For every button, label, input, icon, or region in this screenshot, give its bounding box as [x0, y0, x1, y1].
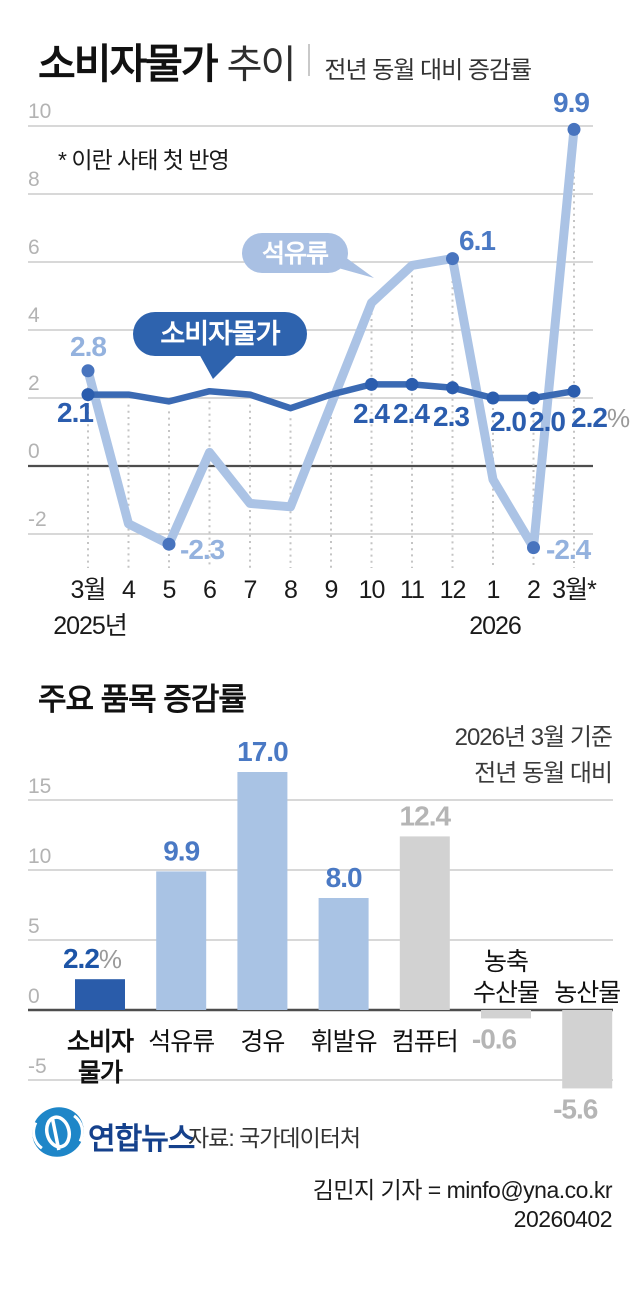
month-tick-label: 3월*: [552, 576, 597, 604]
month-tick-label: 5: [163, 576, 176, 604]
bar-category-label: 경유: [240, 1028, 284, 1056]
data-point-dot: [405, 377, 419, 391]
bar-value-label: -5.6: [553, 1093, 598, 1124]
month-tick-label: 7: [244, 576, 257, 604]
bar-value-label: 17.0: [237, 736, 288, 767]
y-tick-label: 2: [28, 372, 40, 395]
point-value-label: 2.0: [490, 406, 526, 437]
data-point-dot: [162, 537, 176, 551]
point-value-label: 9.9: [553, 87, 589, 118]
bar-value-label: 12.4: [400, 800, 452, 831]
month-tick-label: 10: [359, 576, 385, 604]
point-value-label: 2.8: [70, 331, 106, 362]
month-tick-label: 9: [325, 576, 338, 604]
page-title: 소비자물가: [38, 41, 219, 87]
bar-category-label: 농산물: [554, 979, 620, 1007]
bar: [318, 898, 369, 1010]
month-tick-label: 3월: [71, 576, 106, 604]
data-point-dot: [486, 391, 500, 405]
data-point-dot: [527, 541, 540, 555]
month-tick-label: 8: [284, 576, 297, 604]
data-point-dot: [567, 122, 581, 136]
chart2-note-line2: 전년 동월 대비: [474, 760, 613, 787]
bar: [399, 836, 450, 1010]
bar: [481, 1010, 531, 1019]
bar-category-label: 소비자: [67, 1028, 134, 1056]
bar-category-label: 컴퓨터: [392, 1028, 458, 1056]
page-subtitle: 전년 동월 대비 증감률: [324, 57, 532, 84]
chart2-note: 2026년 3월 기준 전년 동월 대비: [454, 720, 613, 792]
bar: [156, 871, 207, 1010]
data-point-dot: [527, 391, 540, 405]
month-tick-label: 11: [400, 576, 424, 604]
y-tick-label: -5: [28, 1055, 47, 1078]
y-tick-label: 8: [28, 168, 40, 191]
month-tick-label: 4: [122, 576, 136, 604]
month-tick-label: 12: [440, 576, 466, 604]
y-tick-label: 0: [28, 985, 40, 1008]
bar: [237, 772, 288, 1010]
y-tick-label: 0: [28, 440, 40, 463]
y-tick-label: 4: [28, 304, 40, 327]
bar-category-label: 석유류: [148, 1028, 214, 1056]
point-value-label: 2.4: [353, 398, 390, 429]
data-point-dot: [446, 252, 459, 266]
month-tick-label: 2: [527, 576, 540, 604]
point-value-label: 2.2%: [571, 402, 630, 433]
point-value-label: 2.4: [393, 398, 430, 429]
y-tick-label: 15: [28, 775, 51, 798]
chart2-note-line1: 2026년 3월 기준: [454, 724, 613, 751]
cpi-legend-bubble-tail: [198, 352, 240, 379]
bar-category-label: 농축: [484, 948, 528, 976]
year-label: 2026: [469, 612, 521, 640]
source-credit: 자료: 국가데이터처: [188, 1125, 361, 1151]
yonhap-logo-text: 연합뉴스: [88, 1123, 195, 1156]
data-point-dot: [567, 384, 581, 398]
bar: [75, 979, 125, 1010]
data-point-dot: [81, 388, 95, 402]
point-value-label: 2.0: [529, 406, 565, 437]
y-tick-label: 5: [28, 915, 40, 938]
cpi-legend-bubble: [133, 312, 307, 356]
point-value-label: -2.3: [180, 534, 225, 565]
byline: 김민지 기자 = minfo@yna.co.kr 20260402: [312, 1176, 613, 1234]
chart2-title: 주요 품목 증감률: [38, 682, 247, 717]
data-point-dot: [365, 377, 378, 391]
oil-legend-bubble: [242, 233, 348, 273]
year-label: 2025년: [53, 612, 127, 640]
oil-legend-label: 석유류: [262, 240, 329, 268]
chart1-annotation: * 이란 사태 첫 반영: [58, 147, 230, 173]
bar-value-label: 9.9: [163, 835, 199, 866]
y-tick-label: 10: [28, 845, 51, 868]
yonhap-logo-icon: [32, 1107, 84, 1157]
y-tick-label: 10: [28, 100, 51, 123]
y-tick-label: -2: [28, 508, 47, 531]
bar-category-label: 수산물: [473, 979, 539, 1007]
point-value-label: 2.3: [433, 401, 469, 432]
point-value-label: 6.1: [459, 225, 495, 256]
data-point-dot: [81, 364, 95, 378]
byline-date: 20260402: [513, 1206, 613, 1232]
bar-category-label: 물가: [78, 1059, 123, 1087]
y-tick-label: 6: [28, 236, 40, 259]
bar-chart: 15 10 5 0 -5 2.2% 소비자물가 9.9 석유류 17.0 경유 8.0 휘발유 12.4 컴…: [28, 736, 621, 1124]
point-value-label: -2.4: [546, 534, 592, 565]
cpi-legend-label: 소비자물가: [160, 319, 280, 349]
title-divider: [308, 44, 311, 76]
byline-reporter: 김민지 기자 = minfo@yna.co.kr: [312, 1177, 613, 1203]
bar-value-label: 8.0: [326, 862, 362, 893]
page-title-suffix: 추이: [226, 44, 297, 87]
page-header: 소비자물가 추이 전년 동월 대비 증감률: [38, 30, 532, 90]
bar: [562, 1010, 613, 1089]
oil-legend-bubble-tail: [330, 246, 374, 278]
data-point-dot: [446, 381, 459, 395]
bar-value-label: 2.2%: [63, 943, 122, 974]
month-tick-label: 6: [203, 576, 216, 604]
point-value-label: 2.1: [57, 397, 93, 428]
bar-category-label: 휘발유: [311, 1028, 377, 1056]
bar-value-label: -0.6: [472, 1023, 517, 1054]
month-tick-label: 1: [487, 576, 500, 604]
